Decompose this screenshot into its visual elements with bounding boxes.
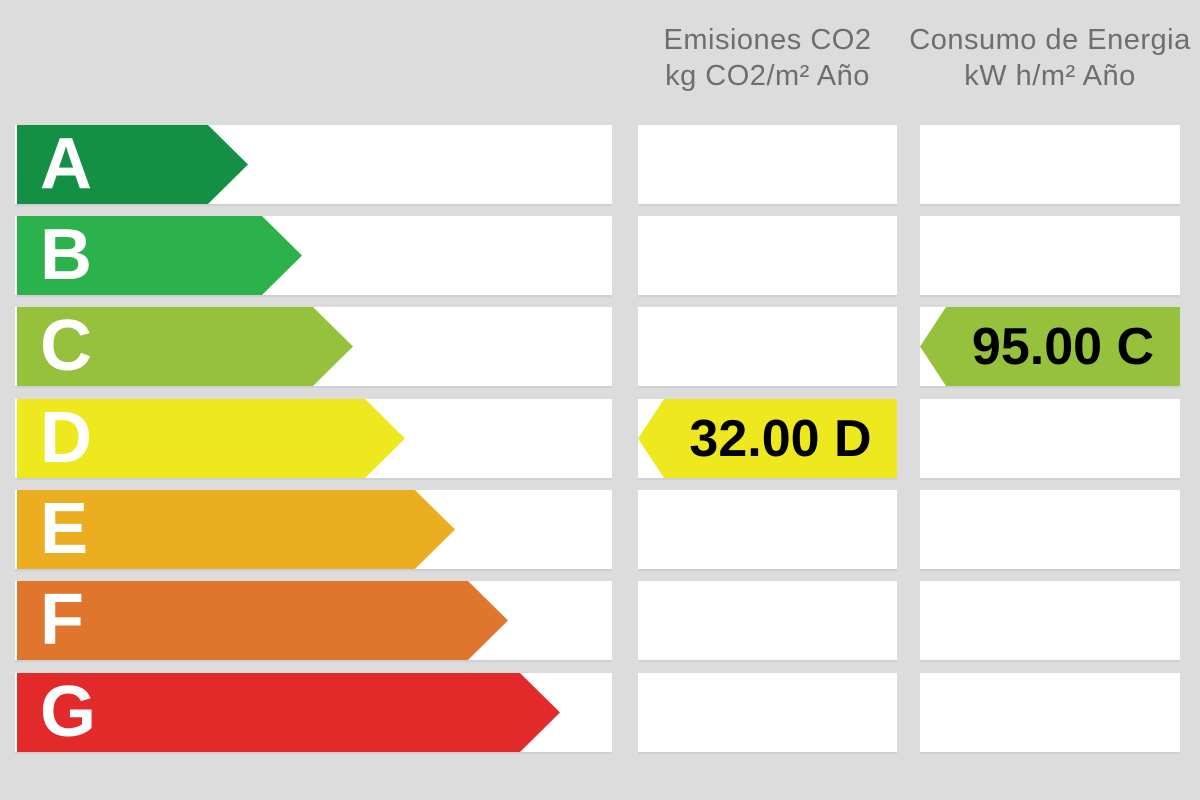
consumption-value-arrow: 95.00 C bbox=[920, 307, 1180, 386]
emissions-cell-F bbox=[638, 581, 897, 660]
rating-letter-B: B bbox=[40, 215, 92, 295]
emissions-header-line1: Emisiones CO2 bbox=[663, 24, 872, 56]
rating-arrow-D: D bbox=[17, 399, 405, 478]
rating-arrow-E: E bbox=[17, 490, 455, 569]
emissions-cell-C bbox=[638, 307, 897, 386]
rating-letter-F: F bbox=[40, 580, 84, 660]
consumption-value-label: 95.00 C bbox=[971, 317, 1155, 376]
emissions-value-label: 32.00 D bbox=[689, 409, 872, 468]
emissions-cell-G bbox=[638, 673, 897, 752]
emissions-cell-A bbox=[638, 125, 897, 204]
consumption-cell-A bbox=[920, 125, 1180, 204]
consumption-cell-D bbox=[920, 399, 1180, 478]
emissions-value-arrow: 32.00 D bbox=[638, 399, 897, 478]
rating-arrow-G: G bbox=[17, 673, 560, 752]
rating-arrow-F: F bbox=[17, 581, 508, 660]
consumption-cell-E bbox=[920, 490, 1180, 569]
emissions-header-line2: kg CO2/m² Año bbox=[665, 60, 870, 92]
rating-letter-C: C bbox=[40, 306, 92, 386]
consumption-cell-B bbox=[920, 216, 1180, 295]
rating-arrow-C: C bbox=[17, 307, 353, 386]
rating-letter-G: G bbox=[40, 672, 97, 752]
rating-letter-A: A bbox=[40, 124, 92, 204]
consumption-header-line2: kW h/m² Año bbox=[964, 60, 1136, 92]
emissions-cell-E bbox=[638, 490, 897, 569]
consumption-column-header: Consumo de Energia kW h/m² Año bbox=[885, 22, 1200, 94]
emissions-cell-B bbox=[638, 216, 897, 295]
rating-letter-D: D bbox=[40, 398, 92, 478]
emissions-column-header: Emisiones CO2 kg CO2/m² Año bbox=[603, 22, 932, 94]
consumption-header-line1: Consumo de Energia bbox=[909, 24, 1191, 56]
consumption-cell-F bbox=[920, 581, 1180, 660]
rating-letter-E: E bbox=[40, 489, 89, 569]
consumption-cell-G bbox=[920, 673, 1180, 752]
rating-arrow-A: A bbox=[17, 125, 248, 204]
rating-arrow-B: B bbox=[17, 216, 302, 295]
